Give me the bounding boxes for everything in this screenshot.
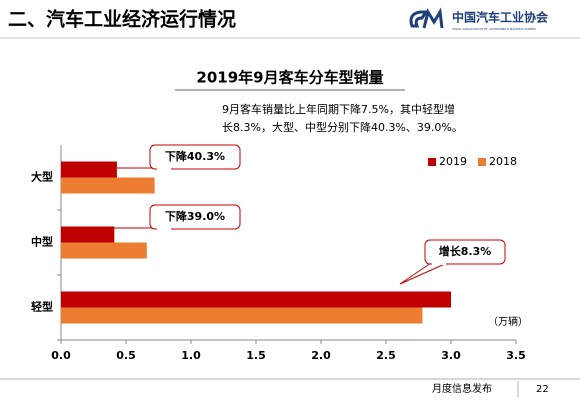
bar [61, 242, 147, 259]
callout-pointer [399, 262, 448, 285]
legend-swatch [428, 158, 436, 166]
legend-label: 2018 [489, 155, 517, 168]
legend-label: 2019 [439, 155, 467, 168]
bar [61, 307, 423, 324]
x-tick-label: 3.0 [441, 349, 461, 362]
callout-seam [157, 167, 171, 170]
callout-box [149, 144, 241, 170]
x-tick-label: 0.5 [116, 349, 136, 362]
callout-text: 下降40.3% [165, 149, 225, 163]
logo-text: 中国汽车工业协会 [452, 10, 549, 25]
chart-title: 2019年9月客车分车型销量 [196, 69, 383, 87]
x-tick-label: 2.0 [311, 349, 331, 362]
note-line: 9月客车销量比上年同期下降7.5%，其中轻型增 [222, 102, 455, 116]
bar [61, 161, 117, 178]
footer-text: 月度信息发布 [432, 382, 492, 395]
callout-text: 增长8.3% [439, 244, 492, 258]
logo-subtext: CHINA ASSOCIATION OF AUTOMOBILE MANUFACT… [452, 27, 536, 31]
x-tick-label: 3.5 [506, 349, 526, 362]
x-tick-label: 2.5 [376, 349, 396, 362]
bar [61, 291, 451, 308]
page-number: 22 [536, 384, 549, 395]
callout-seam [432, 262, 446, 265]
callout-seam [157, 227, 171, 230]
logo: 中国汽车工业协会 CHINA ASSOCIATION OF AUTOMOBILE… [409, 7, 549, 31]
bar [61, 177, 155, 194]
callout-box [424, 239, 506, 265]
x-tick-label: 1.5 [246, 349, 266, 362]
bar [61, 226, 115, 243]
y-tick-label: 大型 [31, 170, 53, 184]
y-tick-label: 中型 [31, 235, 53, 249]
header-title: 二、汽车工业经济运行情况 [8, 8, 236, 31]
callout-text: 下降39.0% [165, 209, 225, 223]
legend-swatch [478, 158, 486, 166]
note-line: 长8.3%，大型、中型分别下降40.3%、39.0%。 [222, 120, 463, 134]
y-tick-label: 轻型 [31, 300, 53, 314]
logo-mark [409, 7, 444, 29]
x-tick-label: 1.0 [181, 349, 201, 362]
callout-box [149, 204, 241, 230]
x-tick-label: 0.0 [51, 349, 71, 362]
unit-label: （万辆） [488, 315, 528, 328]
